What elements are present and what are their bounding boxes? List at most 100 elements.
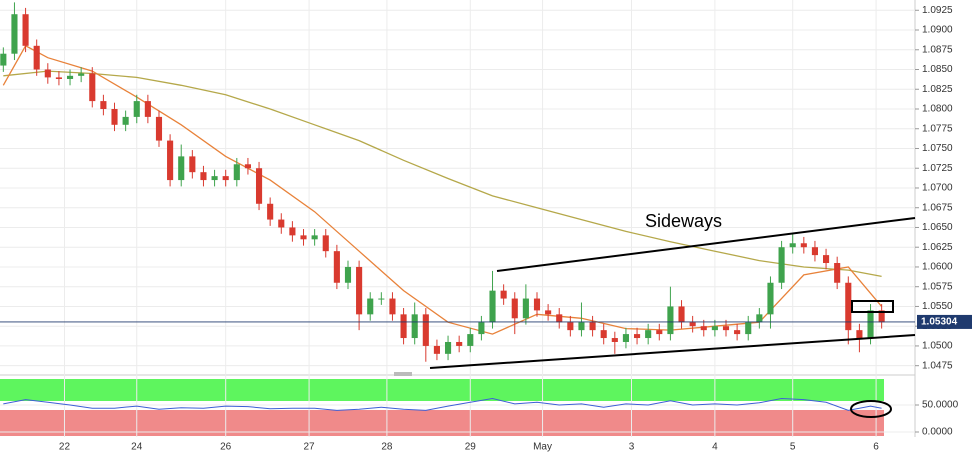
candle-body — [678, 306, 685, 323]
candle-body — [856, 330, 863, 339]
overbought-zone — [0, 379, 884, 401]
trend-line-upper — [496, 217, 916, 272]
candle-body — [400, 314, 407, 339]
candle-body — [200, 172, 207, 181]
candle-body — [822, 255, 830, 264]
candle-body — [556, 314, 563, 323]
rsi-line — [3, 397, 882, 411]
y-tick-label: 1.0650 — [922, 222, 953, 233]
candle-body — [645, 330, 652, 339]
candle-body — [811, 247, 818, 256]
candle-body — [611, 338, 618, 342]
candle-body — [800, 243, 807, 248]
candle-body — [478, 322, 485, 335]
y-tick-label: 1.0625 — [922, 242, 953, 253]
candle-body — [11, 14, 18, 54]
candle-body — [444, 341, 452, 354]
candle-body — [367, 298, 374, 315]
y-tick-label: 1.0725 — [922, 163, 953, 174]
candle-body — [722, 326, 730, 331]
y-tick-label: 1.0500 — [922, 341, 953, 352]
candle-body — [222, 176, 229, 181]
candle-body — [311, 235, 318, 240]
candle-body — [600, 330, 607, 339]
resize-handle[interactable] — [394, 372, 412, 376]
candle-body — [389, 298, 396, 315]
candle-body — [300, 235, 307, 240]
candle-body — [533, 298, 541, 311]
y-tick-label: 1.0925 — [922, 5, 953, 16]
candle-body — [756, 314, 763, 323]
x-tick-label: 22 — [59, 442, 71, 453]
candle-body — [133, 101, 140, 117]
candle-body — [189, 156, 196, 173]
x-tick-label: 29 — [465, 442, 477, 453]
last-price-box — [917, 314, 972, 329]
candle-body — [834, 263, 841, 283]
candle-body — [622, 334, 629, 342]
candle-body — [689, 322, 696, 327]
y-tick-label: 1.0600 — [922, 262, 953, 273]
candle-body — [78, 73, 85, 76]
annotation: Sideways — [645, 211, 722, 231]
candle-body — [767, 282, 774, 315]
candle-body — [500, 290, 507, 299]
y-tick-label: 1.0850 — [922, 64, 953, 75]
x-tick-label: 3 — [629, 442, 635, 453]
candle-body — [356, 266, 363, 315]
candle-body — [333, 251, 340, 283]
candle-body — [878, 310, 885, 323]
candle-body — [433, 345, 440, 354]
last-price-label: 1.05304 — [921, 317, 958, 328]
candle-body — [734, 330, 741, 335]
y-tick-label: 0.0000 — [922, 427, 953, 438]
x-tick-label: 5 — [790, 442, 796, 453]
candle-body — [667, 306, 674, 335]
candle-body — [167, 140, 174, 181]
x-tick-label: 4 — [712, 442, 718, 453]
highlight-box — [851, 300, 894, 313]
trend-line-lower — [429, 334, 916, 369]
candle-body — [589, 322, 596, 331]
candle-body — [378, 298, 385, 300]
candle-body — [111, 108, 118, 125]
y-tick-label: 1.0800 — [922, 104, 953, 115]
candle-body — [278, 219, 285, 228]
y-tick-label: 50.0000 — [922, 400, 959, 411]
candle-body — [511, 298, 518, 319]
candle-body — [267, 203, 274, 220]
candle-body — [778, 247, 785, 283]
x-tick-label: May — [533, 442, 552, 453]
candle-body — [522, 298, 529, 319]
x-tick-label: 28 — [381, 442, 393, 453]
x-tick-label: 24 — [131, 442, 143, 453]
candle-body — [211, 176, 218, 181]
candle-body — [656, 330, 663, 335]
y-tick-label: 1.0575 — [922, 281, 953, 292]
candle-body — [545, 310, 552, 315]
candle-body — [578, 322, 585, 331]
candle-body — [155, 116, 163, 141]
rsi-highlight — [850, 400, 892, 418]
x-tick-label: 6 — [873, 442, 879, 453]
candle-body — [867, 310, 874, 339]
candle-body — [144, 101, 151, 117]
y-tick-label: 1.0825 — [922, 84, 953, 95]
moving-average — [3, 70, 882, 278]
x-tick-label: 27 — [304, 442, 316, 453]
candle-body — [100, 101, 107, 109]
y-tick-label: 1.0900 — [922, 25, 953, 36]
candle-body — [122, 116, 129, 125]
candle-body — [745, 322, 752, 335]
candle-body — [489, 290, 496, 323]
x-tick-label: 26 — [220, 442, 232, 453]
candle-body — [22, 14, 29, 46]
candle-body — [633, 334, 641, 339]
y-tick-label: 1.0750 — [922, 143, 953, 154]
candle-body — [66, 75, 74, 79]
candle-body — [178, 156, 185, 181]
y-tick-label: 1.0675 — [922, 202, 953, 213]
candle-body — [411, 314, 418, 339]
